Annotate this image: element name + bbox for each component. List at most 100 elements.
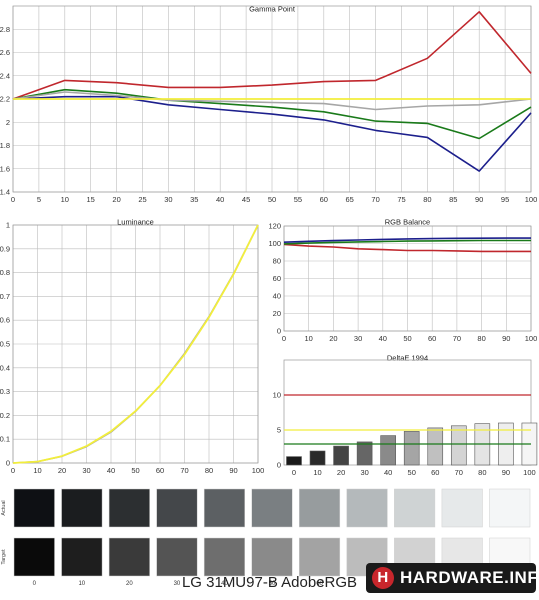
swatch-label: 10 [78, 581, 85, 587]
swatch-actual [299, 488, 341, 528]
deltae-ytick-label: 0 [277, 461, 281, 470]
rgb-series-red [283, 243, 531, 253]
rgb-xtick-label: 20 [329, 334, 337, 343]
luminance-xtick-label: 0 [11, 466, 15, 475]
luminance-xtick-label: 30 [82, 466, 90, 475]
rgb-ytick-label: 0 [277, 327, 281, 336]
deltae-bar [309, 450, 326, 466]
gamma-xtick-label: 80 [423, 195, 431, 204]
deltae-bar [403, 431, 420, 466]
swatch-actual [489, 488, 531, 528]
gamma-xtick-label: 5 [37, 195, 41, 204]
rgb-ytick-label: 40 [273, 292, 281, 301]
rgb-xtick-label: 100 [525, 334, 538, 343]
gamma-xtick-label: 35 [190, 195, 198, 204]
luminance-ytick-label: 0.3 [0, 387, 10, 396]
luminance-ytick-label: 0.2 [0, 411, 10, 420]
deltae-xtick-label: 100 [523, 468, 536, 477]
gamma-ytick-label: 1.4 [0, 188, 10, 197]
gamma-ytick-label: 1.6 [0, 164, 10, 173]
rgb-xtick-label: 90 [502, 334, 510, 343]
luminance-plot-frame [12, 224, 259, 464]
deltae-xtick-label: 70 [455, 468, 463, 477]
gamma-ytick-label: 1.8 [0, 141, 10, 150]
deltae-xtick-label: 80 [478, 468, 486, 477]
swatch-target [13, 537, 55, 577]
swatch-label: 20 [126, 581, 133, 587]
gamma-xtick-label: 85 [449, 195, 457, 204]
luminance-xtick-label: 10 [33, 466, 41, 475]
luminance-xtick-label: 60 [156, 466, 164, 475]
gamma-ytick-label: 2 [6, 118, 10, 127]
rgb-xtick-label: 70 [453, 334, 461, 343]
deltae-bar [450, 425, 467, 466]
gamma-series-blue [12, 95, 532, 172]
deltae-ytick-label: 5 [277, 426, 281, 435]
luminance-title: Luminance [117, 218, 154, 227]
gamma-xtick-label: 100 [525, 195, 538, 204]
swatch-target [108, 537, 150, 577]
luminance-xtick-label: 20 [58, 466, 66, 475]
logo-text: HARDWARE.INFO [400, 568, 539, 587]
swatch-label: 0 [33, 581, 37, 587]
swatch-row-label-target: Target [1, 549, 7, 565]
gamma-title: Gamma Point [249, 5, 296, 14]
luminance-ytick-label: 0 [6, 459, 10, 468]
gamma-xtick-label: 95 [501, 195, 509, 204]
gamma-ytick-label: 2.2 [0, 95, 10, 104]
gamma-xtick-label: 50 [268, 195, 276, 204]
swatch-actual [203, 488, 245, 528]
luminance-ytick-label: 0.4 [0, 363, 10, 372]
rgb-xtick-label: 60 [428, 334, 436, 343]
swatch-row-label-actual: Actual [1, 500, 7, 515]
gamma-xtick-label: 45 [242, 195, 250, 204]
deltae-title: DeltaE 1994 [387, 354, 428, 363]
gamma-xtick-label: 60 [320, 195, 328, 204]
swatch-actual [13, 488, 55, 528]
luminance-xtick-label: 90 [229, 466, 237, 475]
luminance-xtick-label: 50 [131, 466, 139, 475]
luminance-xtick-label: 80 [205, 466, 213, 475]
deltae-xtick-label: 10 [313, 468, 321, 477]
deltae-xtick-label: 0 [292, 468, 296, 477]
gamma-xtick-label: 40 [216, 195, 224, 204]
gamma-series-red [12, 11, 532, 100]
rgb-xtick-label: 40 [379, 334, 387, 343]
gamma-ytick-label: 2.6 [0, 48, 10, 57]
deltae-bar [333, 445, 349, 466]
gamma-series-green [12, 88, 532, 140]
swatch-actual [108, 488, 150, 528]
rgb-ytick-label: 60 [273, 274, 281, 283]
swatch-label: 40 [221, 581, 228, 587]
luminance-series-yellow [12, 224, 259, 464]
gamma-xtick-label: 15 [87, 195, 95, 204]
gamma-xtick-label: 70 [371, 195, 379, 204]
deltae-bar [380, 435, 396, 466]
gamma-xtick-label: 75 [397, 195, 405, 204]
luminance-ytick-label: 0.8 [0, 268, 10, 277]
swatch-actual [251, 488, 293, 528]
logo-mark-icon: H [372, 567, 394, 589]
hardware-info-logo: H HARDWARE.INFO [366, 563, 539, 593]
rgb-xtick-label: 80 [477, 334, 485, 343]
gamma-ytick-label: 2.8 [0, 25, 10, 34]
deltae-xtick-label: 30 [360, 468, 368, 477]
rgb-xtick-label: 30 [354, 334, 362, 343]
swatch-actual [61, 488, 103, 528]
swatch-target [61, 537, 103, 577]
gamma-chart: Gamma Point 1.4 1.6 1.8 2 2.2 2.4 2.6 2.8 0 5 10 15 2… [0, 5, 537, 204]
swatch-target [203, 537, 245, 577]
rgb-xtick-label: 50 [403, 334, 411, 343]
deltae-xtick-label: 90 [502, 468, 510, 477]
deltae-bar [286, 456, 302, 466]
gamma-xtick-label: 10 [61, 195, 69, 204]
rgb-plot-frame [283, 225, 532, 332]
deltae-xtick-label: 20 [337, 468, 345, 477]
swatch-target [251, 537, 293, 577]
deltae-ytick-label: 10 [273, 391, 281, 400]
luminance-xtick-label: 40 [107, 466, 115, 475]
luminance-ytick-label: 0.7 [0, 292, 10, 301]
luminance-ytick-label: 1 [6, 221, 10, 230]
